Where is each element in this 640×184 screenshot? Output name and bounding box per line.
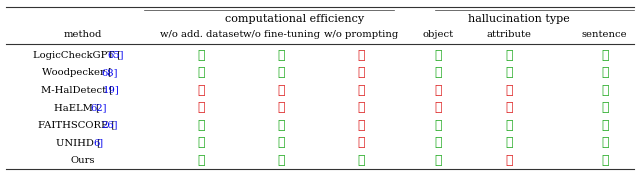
Text: ✓: ✓ (505, 66, 513, 79)
Text: ✓: ✓ (358, 154, 365, 167)
Text: ✓: ✓ (505, 119, 513, 132)
Text: ✓: ✓ (601, 136, 609, 149)
Text: object: object (423, 30, 454, 38)
Text: ✓: ✓ (435, 49, 442, 62)
Text: 19]: 19] (103, 86, 120, 95)
Text: ✓: ✓ (505, 136, 513, 149)
Text: ✗: ✗ (505, 154, 513, 167)
Text: ✗: ✗ (358, 136, 365, 149)
Text: w/o fine-tuning: w/o fine-tuning (243, 30, 320, 38)
Text: ✗: ✗ (435, 84, 442, 97)
Text: HaELM [: HaELM [ (54, 103, 100, 112)
Text: computational efficiency: computational efficiency (225, 14, 364, 24)
Text: ✓: ✓ (278, 49, 285, 62)
Text: ✗: ✗ (358, 66, 365, 79)
Text: ✗: ✗ (358, 101, 365, 114)
Text: 62]: 62] (90, 103, 107, 112)
Text: ✗: ✗ (278, 101, 285, 114)
Text: ✓: ✓ (435, 136, 442, 149)
Text: w/o add. dataset: w/o add. dataset (160, 30, 243, 38)
Text: ✗: ✗ (198, 101, 205, 114)
Text: M-HalDetect [: M-HalDetect [ (40, 86, 113, 95)
Text: ✗: ✗ (505, 101, 513, 114)
Text: ✓: ✓ (278, 154, 285, 167)
Text: ✗: ✗ (435, 101, 442, 114)
Text: sentence: sentence (582, 30, 628, 38)
Text: 26]: 26] (101, 121, 118, 130)
Text: FAITHSCORE [: FAITHSCORE [ (38, 121, 115, 130)
Text: ✓: ✓ (278, 119, 285, 132)
Text: ✗: ✗ (358, 119, 365, 132)
Text: Ours: Ours (71, 156, 95, 164)
Text: ✓: ✓ (435, 119, 442, 132)
Text: UNIHD [: UNIHD [ (56, 138, 101, 147)
Text: w/o prompting: w/o prompting (324, 30, 399, 38)
Text: ✓: ✓ (198, 136, 205, 149)
Text: ✗: ✗ (358, 49, 365, 62)
Text: ✓: ✓ (435, 154, 442, 167)
Text: ✓: ✓ (198, 154, 205, 167)
Text: ✓: ✓ (505, 49, 513, 62)
Text: Woodpecker [: Woodpecker [ (42, 68, 111, 77)
Text: ✓: ✓ (198, 66, 205, 79)
Text: ✓: ✓ (198, 49, 205, 62)
Text: 65]: 65] (108, 51, 124, 60)
Text: ✓: ✓ (601, 84, 609, 97)
Text: ✓: ✓ (601, 101, 609, 114)
Text: ✓: ✓ (601, 66, 609, 79)
Text: ✓: ✓ (601, 154, 609, 167)
Text: ✓: ✓ (601, 49, 609, 62)
Text: ✓: ✓ (278, 66, 285, 79)
Text: ✓: ✓ (278, 136, 285, 149)
Text: ✗: ✗ (505, 84, 513, 97)
Text: ✓: ✓ (601, 119, 609, 132)
Text: ✗: ✗ (198, 84, 205, 97)
Text: ✓: ✓ (435, 66, 442, 79)
Text: method: method (64, 30, 102, 38)
Text: hallucination type: hallucination type (468, 14, 569, 24)
Text: attribute: attribute (486, 30, 531, 38)
Text: ✗: ✗ (358, 84, 365, 97)
Text: 6]: 6] (93, 138, 104, 147)
Text: ✓: ✓ (198, 119, 205, 132)
Text: ✗: ✗ (278, 84, 285, 97)
Text: 68]: 68] (101, 68, 118, 77)
Text: LogicCheckGPT [: LogicCheckGPT [ (33, 51, 121, 60)
